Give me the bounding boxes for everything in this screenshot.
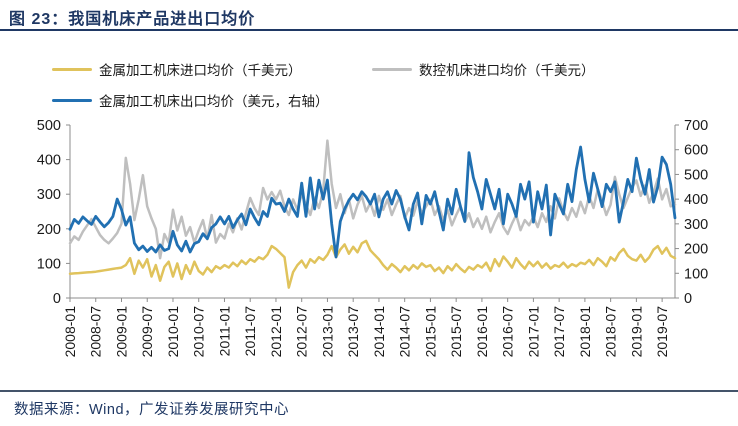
x-axis-tick-label: 2019-01 xyxy=(628,306,644,358)
x-axis-tick-label: 2008-07 xyxy=(88,306,104,358)
series-line-2 xyxy=(68,145,677,259)
x-axis-tick-label: 2019-07 xyxy=(654,306,670,358)
right-axis-tick-label: 500 xyxy=(684,167,708,183)
x-axis-tick-label: 2013-01 xyxy=(319,306,335,358)
series-lines xyxy=(68,139,677,289)
legend-swatch-yellow xyxy=(52,67,92,71)
x-axis-tick-label: 2017-07 xyxy=(551,306,567,358)
x-axis-tick-label: 2015-01 xyxy=(422,306,438,358)
x-axis-tick-label: 2018-01 xyxy=(577,306,593,358)
x-axis-tick-label: 2014-01 xyxy=(371,306,387,358)
right-axis-tick-label: 200 xyxy=(684,242,708,258)
series-line-0 xyxy=(68,239,677,289)
x-axis-tick-label: 2011-01 xyxy=(217,306,233,357)
left-axis-tick-label: 200 xyxy=(37,222,61,238)
axis-ticks xyxy=(66,124,679,302)
x-axis-tick-label: 2008-01 xyxy=(62,306,78,358)
x-axis-tick-label: 2016-07 xyxy=(500,306,516,358)
legend-item-metal-export: 金属加工机床出口均价（美元，右轴） xyxy=(52,92,329,109)
x-axis-tick-label: 2015-07 xyxy=(448,306,464,358)
x-axis-tick-label: 2010-07 xyxy=(191,306,207,358)
x-axis-tick-label: 2011-07 xyxy=(242,306,258,357)
right-axis-tick-label: 100 xyxy=(684,266,708,282)
legend-label-cnc-import: 数控机床进口均价（千美元） xyxy=(419,63,595,78)
price-line-chart: 0 100 200 300 400 500 0 100 200 300 400 500 600 700 20… xyxy=(37,118,708,357)
series-line-1 xyxy=(68,139,677,260)
left-axis-tick-label: 100 xyxy=(37,256,61,272)
right-axis-tick-label: 400 xyxy=(684,192,708,208)
right-axis-tick-label: 300 xyxy=(684,217,708,233)
x-axis-tick-label: 2016-01 xyxy=(474,306,490,358)
right-axis-tick-label: 700 xyxy=(684,118,708,134)
x-axis-tick-label: 2009-07 xyxy=(139,306,155,358)
legend-label-metal-export: 金属加工机床出口均价（美元，右轴） xyxy=(99,94,329,109)
x-axis-tick-label: 2017-01 xyxy=(525,306,541,358)
right-axis-tick-label: 0 xyxy=(684,291,692,307)
x-axis-tick-label: 2018-07 xyxy=(603,306,619,358)
x-axis-tick-label: 2014-07 xyxy=(397,306,413,358)
x-axis-tick-label: 2010-01 xyxy=(165,306,181,358)
legend-item-metal-import: 金属加工机床进口均价（千美元） xyxy=(52,61,302,78)
x-axis-tick-label: 2012-07 xyxy=(294,306,310,358)
left-axis-tick-label: 400 xyxy=(37,153,61,169)
left-axis-tick-label: 500 xyxy=(37,118,61,134)
legend-label-metal-import: 金属加工机床进口均价（千美元） xyxy=(99,63,302,78)
legend-swatch-gray xyxy=(372,67,412,71)
x-axis-tick-label: 2012-01 xyxy=(268,306,284,358)
figure-title: 图 23：我国机床产品进出口均价 xyxy=(9,11,256,28)
legend-item-cnc-import: 数控机床进口均价（千美元） xyxy=(372,61,595,78)
data-source: 数据来源：Wind，广发证券发展研究中心 xyxy=(14,402,290,418)
figure-header: 图 23：我国机床产品进出口均价 xyxy=(0,0,738,31)
right-axis-tick-label: 600 xyxy=(684,143,708,159)
x-axis-tick-label: 2013-07 xyxy=(345,306,361,358)
figure-footer: 数据来源：Wind，广发证券发展研究中心 xyxy=(0,390,738,419)
x-axis-tick-label: 2009-01 xyxy=(114,306,130,358)
left-axis-tick-label: 0 xyxy=(53,291,61,307)
legend-swatch-blue xyxy=(52,98,92,102)
axis-tick-labels: 0 100 200 300 400 500 0 100 200 300 400 500 600 700 20… xyxy=(37,118,708,357)
left-axis-tick-label: 300 xyxy=(37,187,61,203)
